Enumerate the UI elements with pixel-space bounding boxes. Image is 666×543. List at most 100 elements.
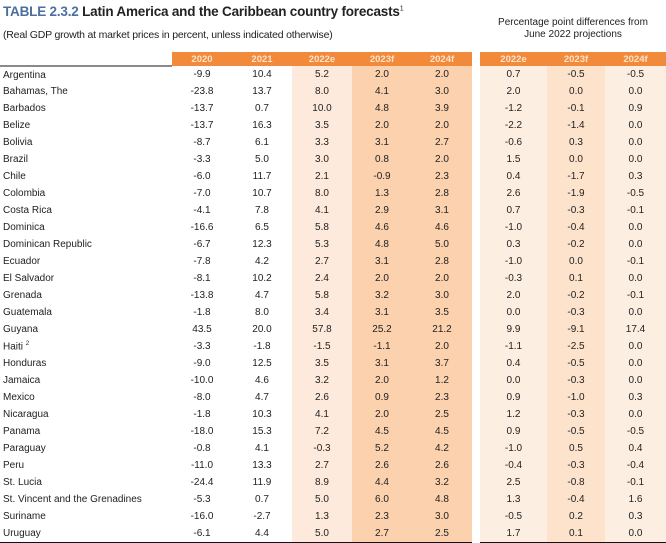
title-footnote: 1 [399,5,404,13]
value-cell: 4.4 [232,525,292,543]
country-label: Bolivia [3,137,33,148]
value-cell: 3.4 [292,304,352,321]
country-label: Haiti [3,341,24,353]
diff-cell: 0.1 [547,270,605,287]
column-gap [472,508,480,525]
table-row: Jamaica -10.0 4.6 3.2 2.0 1.2 0.0 -0.3 0.0 [0,372,666,389]
diff-cell: -0.4 [605,457,666,474]
country-label: Bahamas, The [3,86,68,97]
diff-cell: 0.0 [605,355,666,372]
diff-cell: -0.6 [480,134,547,151]
diff-cell: 1.3 [480,491,547,508]
diff-header: Percentage point differences from June 20… [480,17,666,41]
value-cell: -0.9 [352,168,412,185]
value-cell: 7.2 [292,423,352,440]
value-cell: -11.0 [190,460,214,471]
table-row: Nicaragua -1.8 10.3 4.1 2.0 2.5 1.2 -0.3 0.0 [0,406,666,423]
value-cell: 2.0 [352,270,412,287]
country-label: Suriname [3,511,46,522]
country-name: Haiti 2 [0,338,172,355]
table-row: Dominica -16.6 6.5 5.8 4.6 4.6 -1.0 -0.4 0.0 [0,219,666,236]
value-cell: 2.3 [412,389,472,406]
value-cell: 10.7 [252,188,272,199]
value-cell: 2.8 [412,185,472,202]
table-row: Bahamas, The -23.8 13.7 8.0 4.1 3.0 2.0 0.0 0.0 [0,83,666,100]
value-cell: 4.4 [352,474,412,491]
value-cell: -1.8 [193,307,211,318]
value-cell: 10.2 [252,273,272,284]
diff-cell: -0.4 [480,457,547,474]
diff-cell: 9.9 [480,321,547,338]
column-gap [472,202,480,219]
table-row: Belize -13.7 16.3 3.5 2.0 2.0 -2.2 -1.4 0.0 [0,117,666,134]
column-gap [472,491,480,508]
country-label: Colombia [3,188,46,199]
column-gap [472,372,480,389]
table-row: Suriname -16.0 -2.7 1.3 2.3 3.0 -0.5 0.2 0.3 [0,508,666,525]
value-cell: 5.2 [292,66,352,83]
column-gap [472,287,480,304]
value-cell: 4.6 [352,219,412,236]
value-cell: 2.3 [412,168,472,185]
diff-cell: -1.1 [480,338,547,355]
column-header: 2022e [292,52,352,66]
table-row: Argentina -9.9 10.4 5.2 2.0 2.0 0.7 -0.5 -0.5 [0,66,666,83]
value-cell: 4.8 [352,100,412,117]
diff-cell: -0.8 [547,474,605,491]
value-cell: -6.0 [193,171,211,182]
country-name: Suriname [0,508,172,525]
table-row: Uruguay -6.1 4.4 5.0 2.7 2.5 1.7 0.1 0.0 [0,525,666,543]
value-cell: -16.6 [190,222,214,233]
value-cell: -3.3 [193,154,211,165]
diff-cell: 0.0 [547,253,605,270]
column-gap [472,321,480,338]
value-cell: 3.5 [292,355,352,372]
table-subtitle: (Real GDP growth at market prices in per… [3,29,333,41]
diff-cell: -1.9 [547,185,605,202]
value-cell: 5.2 [352,440,412,457]
country-label: Grenada [3,290,42,301]
column-gap [472,270,480,287]
country-label: Peru [3,460,25,471]
diff-cell: 2.6 [480,185,547,202]
value-cell: 12.3 [252,239,272,250]
column-gap [472,440,480,457]
value-cell: 4.2 [412,440,472,457]
value-cell: 3.0 [412,83,472,100]
country-label: El Salvador [3,273,55,284]
table-row: Honduras -9.0 12.5 3.5 3.1 3.7 0.4 -0.5 0.0 [0,355,666,372]
value-cell: -2.7 [253,511,271,522]
diff-cell: 2.0 [480,83,547,100]
value-cell: 3.1 [352,253,412,270]
value-cell: 2.5 [412,406,472,423]
diff-cell: -0.5 [547,66,605,83]
diff-cell: -0.1 [605,253,666,270]
value-cell: -0.3 [292,440,352,457]
diff-cell: -0.2 [547,287,605,304]
diff-cell: 0.0 [605,83,666,100]
value-cell: 2.3 [352,508,412,525]
value-cell: 10.4 [252,69,272,80]
table-row: Guyana 43.5 20.0 57.8 25.2 21.2 9.9 -9.1 17.4 [0,321,666,338]
country-label: Belize [3,120,31,131]
value-cell: 3.1 [412,202,472,219]
value-cell: 2.8 [412,253,472,270]
diff-cell: 0.7 [480,202,547,219]
value-cell: 2.0 [352,406,412,423]
value-cell: 0.7 [255,494,269,505]
value-cell: 13.7 [252,86,272,97]
column-header: 2024f [412,52,472,66]
column-gap [472,168,480,185]
table-row: El Salvador -8.1 10.2 2.4 2.0 2.0 -0.3 0.1 0.0 [0,270,666,287]
diff-cell: 0.0 [605,270,666,287]
value-cell: -3.3 [193,341,211,352]
value-cell: 4.2 [255,256,269,267]
diff-cell: 0.0 [605,525,666,543]
diff-cell: -0.1 [605,202,666,219]
diff-cell: 1.6 [605,491,666,508]
column-gap [472,66,480,83]
diff-cell: 0.4 [480,168,547,185]
value-cell: -8.7 [193,137,211,148]
value-cell: 1.3 [352,185,412,202]
column-gap [472,134,480,151]
